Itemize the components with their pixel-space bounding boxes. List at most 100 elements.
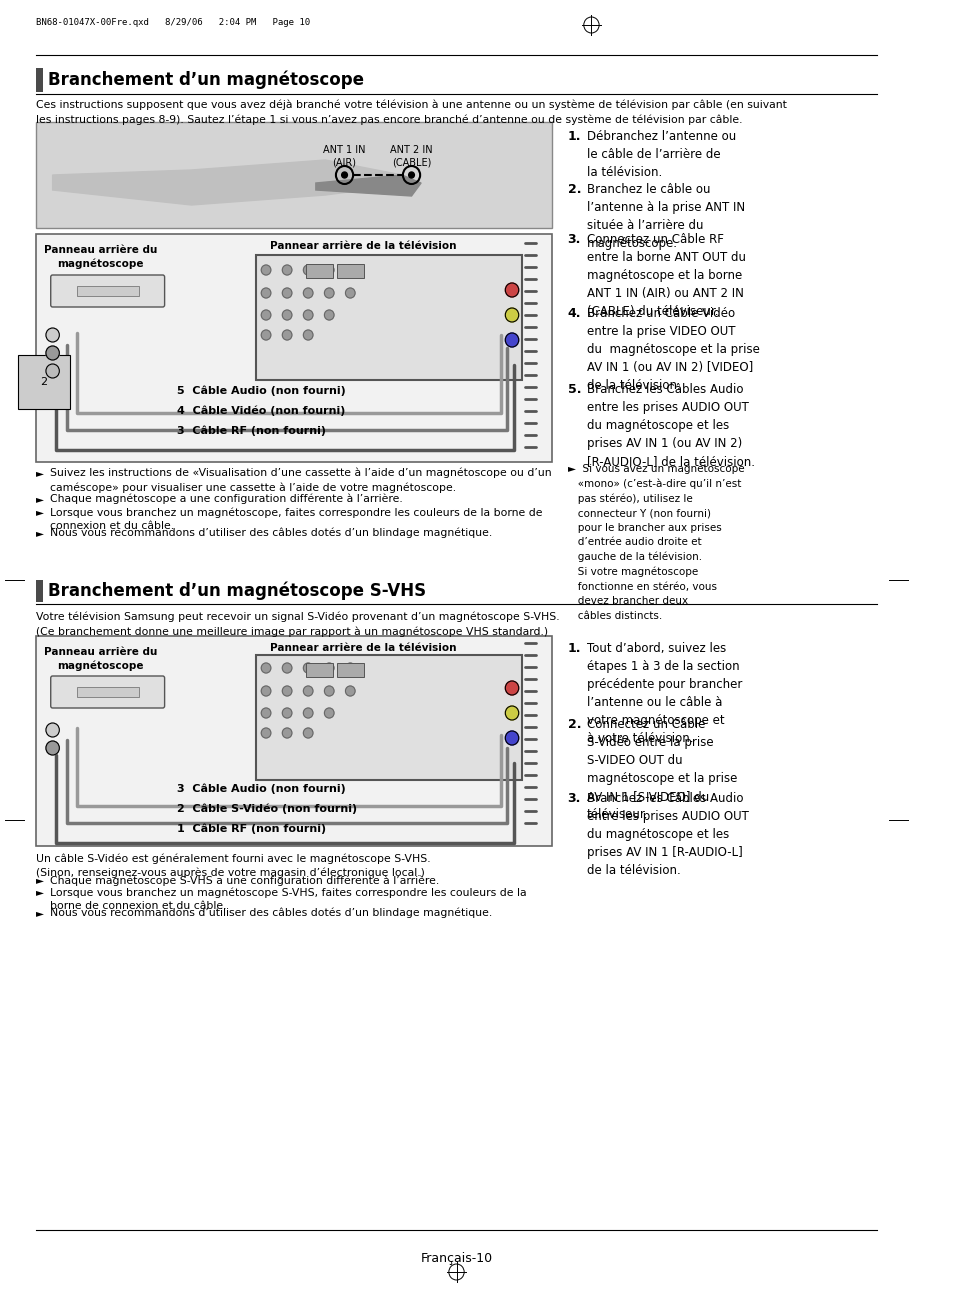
Text: 5  Câble Audio (non fourni): 5 Câble Audio (non fourni) [177, 385, 345, 396]
Circle shape [303, 330, 313, 340]
Polygon shape [52, 161, 401, 205]
Text: Pannear arrière de la télévision: Pannear arrière de la télévision [270, 643, 456, 653]
Text: Connectez un Câble RF
entre la borne ANT OUT du
magnétoscope et la borne
ANT 1 I: Connectez un Câble RF entre la borne ANT… [586, 232, 745, 317]
Text: ►: ► [36, 875, 45, 885]
Text: Un câble S-Vidéo est généralement fourni avec le magnétoscope S-VHS.
(Sinon, ren: Un câble S-Vidéo est généralement fourni… [36, 853, 431, 878]
Text: ►: ► [36, 887, 45, 897]
Circle shape [505, 707, 518, 720]
Circle shape [324, 265, 334, 276]
Text: ►: ► [36, 494, 45, 504]
Circle shape [345, 265, 355, 276]
Text: ANT 2 IN
(CABLE): ANT 2 IN (CABLE) [390, 145, 433, 167]
Circle shape [324, 310, 334, 320]
Text: Débranchez l’antenne ou
le câble de l’arrière de
la télévision.: Débranchez l’antenne ou le câble de l’ar… [586, 131, 735, 179]
Circle shape [303, 265, 313, 276]
Circle shape [303, 663, 313, 673]
Circle shape [341, 172, 347, 178]
Circle shape [282, 727, 292, 738]
Text: Tout d’abord, suivez les
étapes 1 à 3 de la section
précédente pour brancher
l’a: Tout d’abord, suivez les étapes 1 à 3 de… [586, 643, 741, 744]
Text: Ces instructions supposent que vous avez déjà branché votre télévision à une ant: Ces instructions supposent que vous avez… [36, 101, 786, 125]
Text: Français-10: Français-10 [420, 1252, 492, 1266]
Text: Chaque magnétoscope S-VHS a une configuration différente à l’arrière.: Chaque magnétoscope S-VHS a une configur… [50, 875, 438, 885]
Text: ►  Si vous avez un magnétoscope
   «mono» (c’est-à-dire qu’il n’est
   pas stéré: ► Si vous avez un magnétoscope «mono» (c… [567, 464, 743, 620]
Circle shape [46, 741, 59, 755]
Bar [36, 234, 552, 462]
Circle shape [282, 663, 292, 673]
Text: Branchez un Câble Vidéo
entre la prise VIDEO OUT
du  magnétoscope et la prise
AV: Branchez un Câble Vidéo entre la prise V… [586, 307, 759, 392]
Text: Suivez les instructions de «Visualisation d’une cassette à l’aide d’un magnétosc: Suivez les instructions de «Visualisatio… [50, 468, 551, 492]
Circle shape [324, 663, 334, 673]
Text: Nous vous recommandons d’utiliser des câbles dotés d’un blindage magnétique.: Nous vous recommandons d’utiliser des câ… [50, 908, 492, 918]
Text: 3  Câble RF (non fourni): 3 Câble RF (non fourni) [177, 426, 326, 436]
Text: 2.: 2. [567, 718, 580, 731]
Text: ►: ► [36, 507, 45, 517]
Circle shape [282, 310, 292, 320]
Circle shape [345, 663, 355, 673]
Circle shape [261, 265, 271, 276]
Circle shape [324, 289, 334, 298]
Text: Panneau arrière du
magnétoscope: Panneau arrière du magnétoscope [44, 246, 157, 269]
Circle shape [46, 346, 59, 360]
Text: 3.: 3. [567, 232, 580, 246]
Circle shape [46, 328, 59, 342]
Circle shape [261, 663, 271, 673]
Text: Lorsque vous branchez un magnétoscope S-VHS, faites correspondre les couleurs de: Lorsque vous branchez un magnétoscope S-… [50, 887, 526, 912]
Circle shape [261, 310, 271, 320]
Bar [256, 656, 521, 780]
Text: ►: ► [36, 468, 45, 478]
Text: Panneau arrière du
magnétoscope: Panneau arrière du magnétoscope [44, 646, 157, 671]
Circle shape [261, 686, 271, 696]
FancyBboxPatch shape [51, 276, 165, 307]
Text: ►: ► [36, 528, 45, 538]
Circle shape [46, 364, 59, 377]
Circle shape [324, 686, 334, 696]
Circle shape [303, 686, 313, 696]
Text: ANT 1 IN
(AIR): ANT 1 IN (AIR) [323, 145, 365, 167]
Text: Lorsque vous branchez un magnétoscope, faites correspondre les couleurs de la bo: Lorsque vous branchez un magnétoscope, f… [50, 507, 541, 532]
Circle shape [261, 330, 271, 340]
Circle shape [303, 727, 313, 738]
Circle shape [303, 289, 313, 298]
Bar [256, 255, 521, 380]
Bar [36, 121, 552, 229]
Text: 2: 2 [40, 377, 48, 387]
FancyBboxPatch shape [51, 677, 165, 708]
Circle shape [261, 289, 271, 298]
Text: Branchement d’un magnétoscope: Branchement d’un magnétoscope [48, 71, 363, 89]
Circle shape [282, 289, 292, 298]
Circle shape [505, 680, 518, 695]
Text: Pannear arrière de la télévision: Pannear arrière de la télévision [270, 242, 456, 251]
Bar [36, 68, 43, 91]
Circle shape [408, 172, 414, 178]
Bar [306, 663, 333, 677]
Circle shape [282, 330, 292, 340]
Text: Branchement d’un magnétoscope S-VHS: Branchement d’un magnétoscope S-VHS [48, 581, 426, 601]
Circle shape [505, 333, 518, 347]
Text: 1.: 1. [567, 643, 580, 656]
Bar [306, 264, 333, 278]
Circle shape [282, 708, 292, 718]
Circle shape [505, 283, 518, 296]
Circle shape [345, 686, 355, 696]
Circle shape [505, 308, 518, 323]
Bar [76, 286, 138, 296]
Text: Branchez les Câbles Audio
entre les prises AUDIO OUT
du magnétoscope et les
pris: Branchez les Câbles Audio entre les pris… [586, 383, 754, 468]
Text: 3.: 3. [567, 791, 580, 804]
Bar [36, 580, 43, 602]
Circle shape [303, 708, 313, 718]
Text: BN68-01047X-00Fre.qxd   8/29/06   2:04 PM   Page 10: BN68-01047X-00Fre.qxd 8/29/06 2:04 PM Pa… [36, 18, 310, 27]
Circle shape [324, 708, 334, 718]
Text: 5.: 5. [567, 383, 580, 396]
Circle shape [282, 686, 292, 696]
Text: 2  Câble S-Vidéo (non fourni): 2 Câble S-Vidéo (non fourni) [177, 803, 356, 814]
Text: 1  Câble RF (non fourni): 1 Câble RF (non fourni) [177, 824, 326, 835]
Text: ►: ► [36, 908, 45, 918]
Text: Branchez les Câbles Audio
entre les prises AUDIO OUT
du magnétoscope et les
pris: Branchez les Câbles Audio entre les pris… [586, 791, 748, 878]
Bar [336, 264, 363, 278]
Bar [76, 687, 138, 697]
Bar [336, 663, 363, 677]
Text: 1.: 1. [567, 131, 580, 142]
Text: 3  Câble Audio (non fourni): 3 Câble Audio (non fourni) [177, 784, 345, 794]
Polygon shape [315, 175, 420, 196]
Circle shape [46, 724, 59, 737]
